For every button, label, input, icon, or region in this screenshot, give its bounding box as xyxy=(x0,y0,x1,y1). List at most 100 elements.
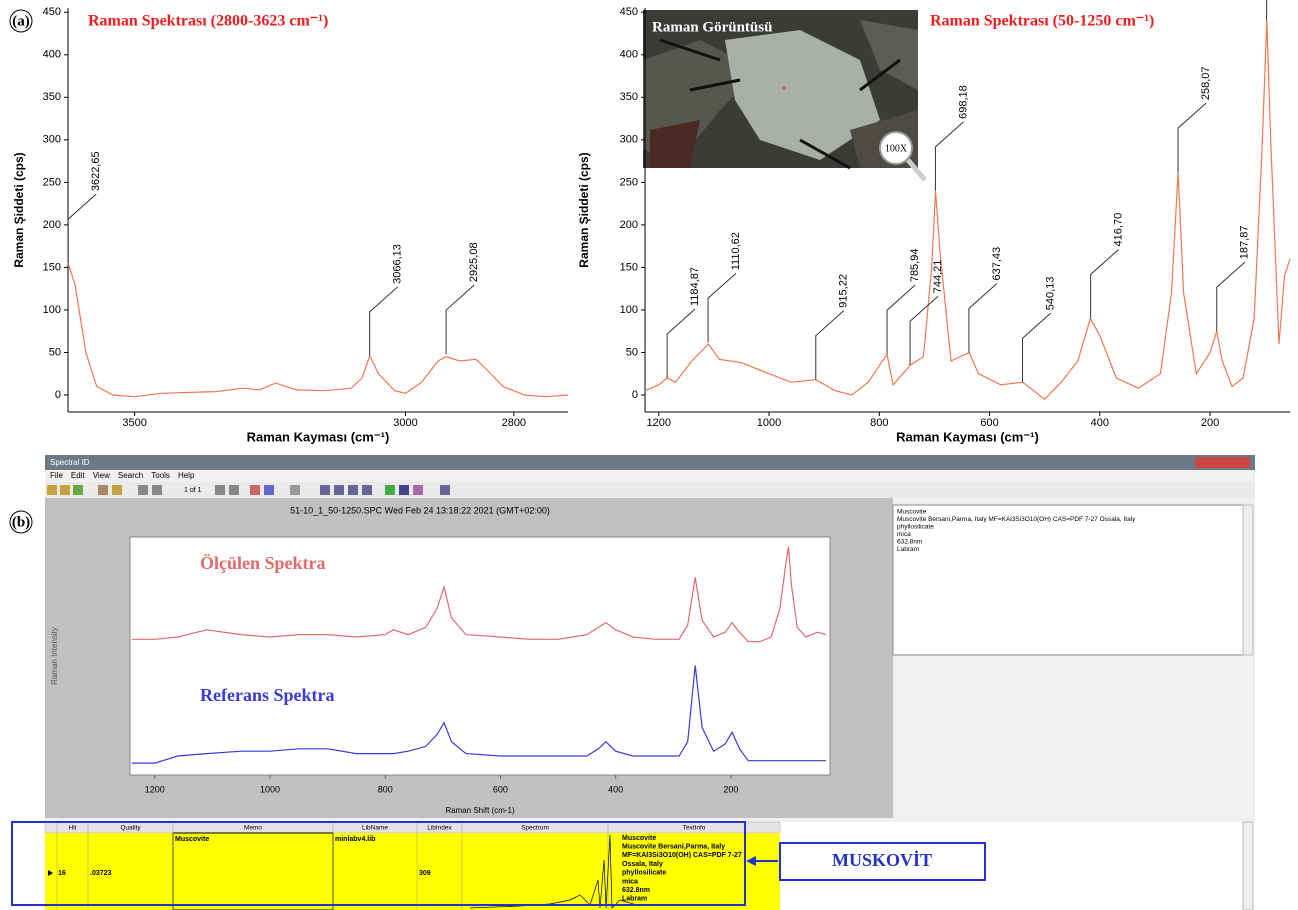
peak-leader xyxy=(909,295,939,366)
y-tick-label: 100 xyxy=(43,304,61,316)
info-line: Muscovite xyxy=(897,509,927,516)
chart-title: Raman Spektrası (2800-3623 cm⁻¹) xyxy=(88,13,328,30)
y-tick-label: 150 xyxy=(43,261,61,273)
peak-leader xyxy=(1177,102,1207,173)
y-tick-label: 50 xyxy=(626,346,638,358)
y-tick-label: 200 xyxy=(620,219,638,231)
peak-label: 3066,13 xyxy=(392,244,404,284)
y-axis-label: Raman Şiddeti (cps) xyxy=(12,152,26,267)
menu-item[interactable]: Help xyxy=(178,471,195,480)
peak-leader xyxy=(815,310,845,380)
label-circle xyxy=(9,9,33,33)
column-header: Memo xyxy=(244,825,262,832)
cell-textinfo: Muscovite Bersani,Parma, Italy xyxy=(622,844,725,851)
x-tick-label: 800 xyxy=(378,784,393,794)
peak-leader xyxy=(1022,312,1051,383)
peak-label: 2925,08 xyxy=(468,242,480,282)
inset-title: Raman Görüntüsü xyxy=(652,19,772,35)
spectrum-line xyxy=(131,546,827,643)
peak-label: 416,70 xyxy=(1113,213,1125,247)
series-label: Referans Spektra xyxy=(200,685,334,705)
info-line: Labram xyxy=(897,546,919,553)
peak-label: 744,21 xyxy=(932,260,944,294)
y-tick-label: 450 xyxy=(43,6,61,18)
y-tick-label: 150 xyxy=(620,261,638,273)
column-header: LibName xyxy=(362,825,388,832)
series-label: Ölçülen Spektra xyxy=(200,553,326,573)
info-line: Muscovite Bersani,Parma, Italy MF=KAl3Si… xyxy=(897,516,1136,523)
x-tick-label: 3500 xyxy=(122,417,146,429)
y-tick-label: 400 xyxy=(620,49,638,61)
menu-item[interactable]: View xyxy=(93,471,110,480)
peak-leader xyxy=(67,193,97,264)
x-tick-label: 2800 xyxy=(502,417,526,429)
window-title: Spectral ID xyxy=(50,458,90,467)
column-header: TextInfo xyxy=(683,825,706,832)
peak-leader xyxy=(1266,0,1268,21)
x-tick-label: 400 xyxy=(608,784,623,794)
x-axis-label: Raman Kayması (cm⁻¹) xyxy=(247,429,390,444)
x-axis-label: Raman Kayması (cm⁻¹) xyxy=(896,429,1039,444)
peak-label: 698,18 xyxy=(957,85,969,119)
cell-memo: Muscovite xyxy=(175,836,209,843)
info-line: 632.8nm xyxy=(897,539,922,546)
y-tick-label: 250 xyxy=(43,176,61,188)
callout-box xyxy=(779,842,986,881)
y-axis-label: Raman Intensity xyxy=(50,627,59,685)
x-tick-label: 800 xyxy=(870,417,888,429)
peak-leader xyxy=(707,272,737,343)
x-tick-label: 200 xyxy=(723,784,738,794)
x-tick-label: 600 xyxy=(493,784,508,794)
menu-item[interactable]: Search xyxy=(118,471,143,480)
spectrum-line xyxy=(131,665,826,764)
mini-spectrum xyxy=(469,834,641,909)
menu-item[interactable]: Tools xyxy=(151,471,170,480)
column-header: Spectrum xyxy=(521,825,549,832)
magnifier xyxy=(879,131,913,165)
y-tick-label: 0 xyxy=(632,389,638,401)
menu-item[interactable]: File xyxy=(50,471,63,480)
menu-item[interactable]: Edit xyxy=(71,471,86,480)
peak-label: 1110,62 xyxy=(730,232,742,270)
peak-leader xyxy=(968,283,998,353)
software-window xyxy=(11,455,1255,910)
column-header: Hit xyxy=(69,825,77,832)
chart-title: 51-10_1_50-1250.SPC Wed Feb 24 13:18:22 … xyxy=(290,505,550,515)
y-tick-label: 300 xyxy=(43,134,61,146)
peak-leader xyxy=(886,284,916,355)
cell-textinfo: Labram xyxy=(622,896,647,903)
page-indicator: 1 of 1 xyxy=(184,487,202,494)
cell-hit: 16 xyxy=(58,870,66,877)
column-header: Quality xyxy=(120,825,141,832)
peak-label: 637,43 xyxy=(991,247,1003,281)
info-line: phyllosilicate xyxy=(897,524,934,531)
x-tick-label: 400 xyxy=(1091,417,1109,429)
x-axis-label: Raman Shift (cm-1) xyxy=(445,806,515,815)
cell-textinfo: phyllosilicate xyxy=(622,870,666,877)
cell-textinfo: MF=KAl3Si3O10(OH) CAS=PDF 7-27 xyxy=(622,852,742,859)
x-tick-label: 3000 xyxy=(393,417,417,429)
peak-leader xyxy=(1090,249,1119,319)
peak-label: 258,07 xyxy=(1200,66,1212,100)
x-tick-label: 200 xyxy=(1201,417,1219,429)
cell-textinfo: Muscovite xyxy=(622,835,656,842)
peak-label: 3622,65 xyxy=(90,151,102,191)
y-tick-label: 300 xyxy=(620,134,638,146)
peak-leader xyxy=(1216,261,1246,332)
info-line: mica xyxy=(897,531,911,538)
x-tick-label: 1200 xyxy=(145,784,165,794)
panel-label: (b) xyxy=(12,514,30,530)
y-tick-label: 350 xyxy=(620,91,638,103)
y-tick-label: 250 xyxy=(620,176,638,188)
cell-textinfo: 632.8nm xyxy=(622,887,650,894)
x-tick-label: 1200 xyxy=(647,417,671,429)
y-tick-label: 400 xyxy=(43,49,61,61)
callout: MUSKOVİT xyxy=(832,850,932,870)
highlight-box xyxy=(11,821,746,906)
magnification: 100X xyxy=(885,143,908,154)
label-circle xyxy=(9,510,33,534)
cell-libindex: 309 xyxy=(419,870,431,877)
cell-textinfo: mica xyxy=(622,878,638,885)
panel-label: (a) xyxy=(12,13,30,29)
peak-label: 785,94 xyxy=(909,249,921,283)
